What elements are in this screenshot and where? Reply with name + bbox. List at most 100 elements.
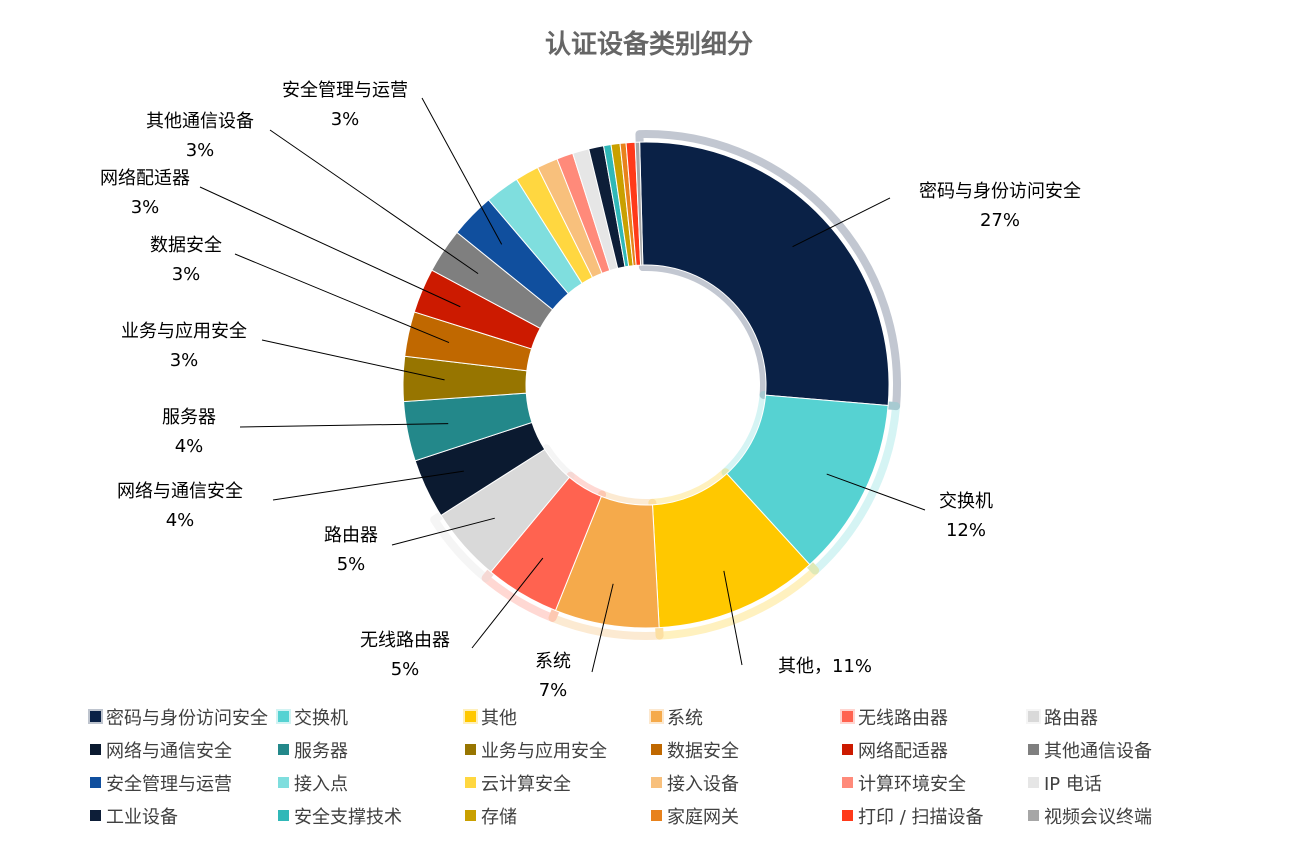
leader-line-2 xyxy=(723,570,743,666)
legend-item[interactable]: 安全支撑技术 xyxy=(278,799,402,832)
legend-label: 计算环境安全 xyxy=(858,773,966,795)
data-label-name-8: 业务与应用安全 xyxy=(121,321,247,342)
legend-item[interactable]: 服务器 xyxy=(278,733,348,766)
slice-layer xyxy=(402,141,890,629)
legend-label: 接入点 xyxy=(294,773,348,795)
legend-label: 密码与身份访问安全 xyxy=(106,707,268,729)
leader-line-9 xyxy=(234,253,450,344)
legend-swatch xyxy=(278,744,289,755)
data-label-value-11: 3% xyxy=(186,140,215,161)
legend-label: 业务与应用安全 xyxy=(481,740,607,762)
slice-视频会议终端[interactable] xyxy=(634,141,644,266)
leader-line-0 xyxy=(792,197,891,248)
data-label-name-10: 网络配适器 xyxy=(100,168,190,189)
leader-line-4 xyxy=(471,557,544,649)
legend-label: 交换机 xyxy=(294,707,348,729)
slice-密码与身份访问安全[interactable] xyxy=(639,141,890,407)
legend-label: 云计算安全 xyxy=(481,773,571,795)
legend-item[interactable]: 打印 / 扫描设备 xyxy=(842,799,984,832)
slice-halo-3 xyxy=(548,490,664,640)
legend-swatch xyxy=(842,777,853,788)
legend-item[interactable]: 接入设备 xyxy=(651,766,739,799)
data-label-name-9: 数据安全 xyxy=(150,235,222,256)
legend-swatch xyxy=(651,810,662,821)
legend-label: 服务器 xyxy=(294,740,348,762)
legend-swatch xyxy=(651,777,662,788)
data-label-value-7: 4% xyxy=(175,436,204,457)
legend-swatch xyxy=(465,810,476,821)
callout-layer: 密码与身份访问安全 27% 交换机 12% 其他，11% 系统 7% 无线路由器 5% 路由器 5%… xyxy=(100,80,1081,701)
data-label-name-3: 系统 xyxy=(535,651,571,672)
legend-item[interactable]: 视频会议终端 xyxy=(1028,799,1152,832)
legend-item[interactable]: 云计算安全 xyxy=(465,766,571,799)
data-label-name-7: 服务器 xyxy=(162,407,216,428)
legend-label: 数据安全 xyxy=(667,740,739,762)
legend-item[interactable]: 安全管理与运营 xyxy=(90,766,232,799)
legend-label: 安全管理与运营 xyxy=(106,773,232,795)
legend-label: 其他 xyxy=(481,707,517,729)
legend-item[interactable]: 接入点 xyxy=(278,766,348,799)
data-label-value-4: 5% xyxy=(391,659,420,680)
data-label-name-1: 交换机 xyxy=(939,491,993,512)
slice-halo-0 xyxy=(635,130,901,411)
slice-halo-1 xyxy=(721,390,901,575)
legend-swatch xyxy=(465,711,476,722)
leader-line-3 xyxy=(591,583,614,673)
data-label-value-6: 4% xyxy=(166,510,195,531)
leader-line-12 xyxy=(421,97,503,245)
legend-label: 网络与通信安全 xyxy=(106,740,232,762)
legend-swatch xyxy=(1028,711,1039,722)
legend-swatch xyxy=(1028,744,1039,755)
legend-label: 网络配适器 xyxy=(858,740,948,762)
legend-item[interactable]: 无线路由器 xyxy=(842,700,948,733)
legend-label: 路由器 xyxy=(1044,707,1098,729)
legend-swatch xyxy=(842,711,853,722)
legend-item[interactable]: 路由器 xyxy=(1028,700,1098,733)
legend-swatch xyxy=(651,744,662,755)
legend-label: 其他通信设备 xyxy=(1044,740,1152,762)
legend-swatch xyxy=(90,744,101,755)
data-label-value-0: 27% xyxy=(980,210,1020,231)
legend-swatch xyxy=(90,711,101,722)
legend-item[interactable]: 业务与应用安全 xyxy=(465,733,607,766)
legend-item[interactable]: 网络配适器 xyxy=(842,733,948,766)
data-label-name-11: 其他通信设备 xyxy=(146,111,254,132)
data-label-name-4: 无线路由器 xyxy=(360,630,450,651)
legend-item[interactable]: 存储 xyxy=(465,799,517,832)
legend-item[interactable]: 数据安全 xyxy=(651,733,739,766)
legend-label: 打印 / 扫描设备 xyxy=(858,806,984,828)
data-label-value-3: 7% xyxy=(539,680,568,701)
legend-item[interactable]: IP 电话 xyxy=(1028,766,1102,799)
legend-item[interactable]: 密码与身份访问安全 xyxy=(90,700,268,733)
legend-item[interactable]: 其他通信设备 xyxy=(1028,733,1152,766)
data-label-name-0: 密码与身份访问安全 xyxy=(919,181,1081,202)
legend-swatch xyxy=(465,777,476,788)
legend-swatch xyxy=(651,711,662,722)
leader-line-1 xyxy=(826,473,926,511)
legend-label: 安全支撑技术 xyxy=(294,806,402,828)
legend-item[interactable]: 系统 xyxy=(651,700,703,733)
legend-item[interactable]: 工业设备 xyxy=(90,799,178,832)
legend-item[interactable]: 网络与通信安全 xyxy=(90,733,232,766)
legend-item[interactable]: 计算环境安全 xyxy=(842,766,966,799)
data-label-value-1: 12% xyxy=(946,520,986,541)
legend-swatch xyxy=(1028,810,1039,821)
legend-label: 无线路由器 xyxy=(858,707,948,729)
legend-label: 接入设备 xyxy=(667,773,739,795)
leader-line-7 xyxy=(239,423,449,428)
legend-swatch xyxy=(278,810,289,821)
legend-swatch xyxy=(90,810,101,821)
data-label-value-12: 3% xyxy=(331,109,360,130)
legend-item[interactable]: 家庭网关 xyxy=(651,799,739,832)
legend-swatch xyxy=(465,744,476,755)
data-label-value-10: 3% xyxy=(131,197,160,218)
legend-swatch xyxy=(278,777,289,788)
legend-swatch xyxy=(1028,777,1039,788)
legend-item[interactable]: 交换机 xyxy=(278,700,348,733)
leader-line-11 xyxy=(269,129,479,275)
legend-swatch xyxy=(90,777,101,788)
legend-item[interactable]: 其他 xyxy=(465,700,517,733)
slice-halo-2 xyxy=(648,468,820,640)
legend-label: 工业设备 xyxy=(106,806,178,828)
